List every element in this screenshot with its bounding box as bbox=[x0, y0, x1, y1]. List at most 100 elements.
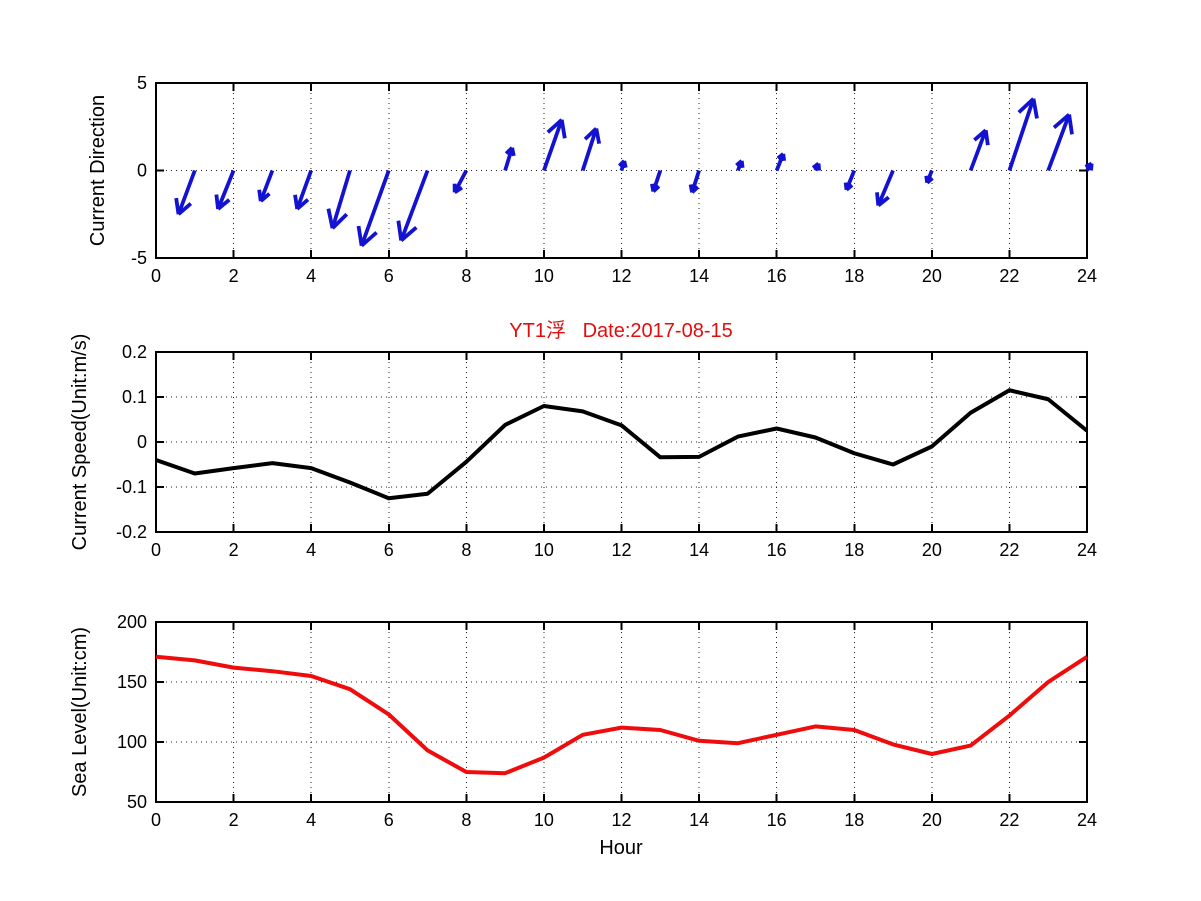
arrow-segment bbox=[1007, 98, 1036, 172]
arrow-segment bbox=[781, 153, 787, 162]
arrow-segment bbox=[510, 147, 516, 157]
x-tick-label: 16 bbox=[767, 266, 787, 286]
x-tick-label: 10 bbox=[534, 540, 554, 560]
x-tick-label: 2 bbox=[229, 810, 239, 830]
x-tick-label: 6 bbox=[384, 266, 394, 286]
x-tick-label: 18 bbox=[844, 266, 864, 286]
current-speed-plot-area: 0 2 4 6 8 10 12 14 16 18 20 22 24-0.2-0.100.10.2 bbox=[116, 342, 1097, 560]
current-direction-arrow bbox=[503, 146, 516, 172]
x-tick-label: 2 bbox=[229, 540, 239, 560]
arrow-segment bbox=[356, 225, 364, 247]
current-direction-arrow bbox=[924, 169, 934, 185]
x-tick-label: 20 bbox=[922, 540, 942, 560]
arrow-segment bbox=[559, 119, 567, 139]
current-direction-arrow bbox=[811, 161, 822, 172]
current-direction-arrow bbox=[396, 169, 430, 242]
current-direction-arrow bbox=[617, 159, 628, 172]
y-axis-label-current-direction: Current Direction bbox=[87, 95, 109, 246]
x-tick-label: 0 bbox=[151, 540, 161, 560]
arrow-segment bbox=[546, 118, 564, 134]
arrow-segment bbox=[326, 208, 335, 229]
arrow-segment bbox=[968, 129, 988, 172]
x-tick-label: 18 bbox=[844, 540, 864, 560]
y-tick-label: -0.1 bbox=[116, 477, 147, 497]
current-direction-arrow bbox=[257, 169, 275, 203]
x-tick-label: 6 bbox=[384, 540, 394, 560]
current-direction-arrow bbox=[214, 169, 236, 211]
arrow-segment bbox=[580, 127, 599, 172]
x-tick-label: 10 bbox=[534, 266, 554, 286]
x-tick-label: 4 bbox=[306, 810, 316, 830]
x-tick-label: 12 bbox=[611, 540, 631, 560]
x-tick-label: 14 bbox=[689, 810, 709, 830]
arrow-segment bbox=[875, 192, 881, 206]
current-direction-arrow bbox=[174, 169, 197, 216]
arrow-segment bbox=[622, 160, 628, 169]
current-direction-arrow bbox=[452, 169, 469, 194]
y-axis-label-sea-level: Sea Level(Unit:cm) bbox=[69, 627, 91, 797]
arrow-segment bbox=[594, 128, 602, 145]
x-tick-label: 4 bbox=[306, 540, 316, 560]
arrow-segment bbox=[399, 226, 418, 242]
arrow-segment bbox=[257, 189, 263, 202]
y-tick-label: -0.2 bbox=[116, 522, 147, 542]
current-direction-arrow bbox=[968, 128, 990, 172]
x-tick-label: 18 bbox=[844, 810, 864, 830]
x-tick-label: 20 bbox=[922, 810, 942, 830]
x-tick-label: 12 bbox=[611, 266, 631, 286]
arrow-segment bbox=[1031, 98, 1039, 119]
x-tick-label: 4 bbox=[306, 266, 316, 286]
y-tick-label: 100 bbox=[117, 732, 147, 752]
arrow-segment bbox=[176, 169, 197, 215]
x-tick-label: 8 bbox=[461, 540, 471, 560]
y-tick-label: 50 bbox=[127, 792, 147, 812]
current-speed-line bbox=[155, 388, 1089, 501]
current-direction-arrow bbox=[875, 169, 895, 207]
current-direction-arrow bbox=[293, 169, 313, 211]
subplot-current-speed: 0 2 4 6 8 10 12 14 16 18 20 22 24-0.2-0.100.10.2 YT1… bbox=[69, 319, 1097, 560]
x-tick-label: 22 bbox=[999, 810, 1019, 830]
y-tick-label: 0.1 bbox=[122, 387, 147, 407]
arrow-segment bbox=[503, 147, 514, 172]
arrow-segment bbox=[216, 198, 231, 211]
current-direction-arrow bbox=[843, 169, 857, 192]
arrow-segment bbox=[983, 129, 990, 146]
current-direction-arrow bbox=[356, 169, 391, 248]
figure-title: YT1浮 Date:2017-08-15 bbox=[509, 319, 732, 342]
arrow-segment bbox=[258, 169, 275, 202]
arrow-segment bbox=[396, 220, 404, 241]
x-tick-label: 0 bbox=[151, 266, 161, 286]
y-axis-label-current-speed: Current Speed(Unit:m/s) bbox=[69, 334, 91, 551]
y-tick-label: 150 bbox=[117, 672, 147, 692]
arrow-segment bbox=[542, 119, 564, 172]
y-tick-label: 0 bbox=[137, 432, 147, 452]
x-tick-label: 12 bbox=[611, 810, 631, 830]
current-direction-arrow bbox=[650, 169, 663, 193]
x-tick-label: 0 bbox=[151, 810, 161, 830]
arrow-segment bbox=[1067, 114, 1074, 135]
x-tick-label: 8 bbox=[461, 810, 471, 830]
arrow-segment bbox=[214, 194, 220, 210]
arrow-segment bbox=[973, 128, 987, 142]
arrow-segment bbox=[453, 169, 469, 194]
x-tick-label: 24 bbox=[1077, 266, 1097, 286]
arrow-segment bbox=[650, 183, 656, 192]
arrow-segment bbox=[295, 198, 310, 211]
arrow-segment bbox=[1089, 163, 1094, 171]
arrow-segment bbox=[177, 202, 193, 216]
arrow-segment bbox=[843, 182, 849, 190]
y-tick-label: 0.2 bbox=[122, 342, 147, 362]
arrow-segment bbox=[816, 163, 822, 171]
arrow-segment bbox=[876, 169, 895, 207]
x-tick-label: 6 bbox=[384, 810, 394, 830]
y-tick-label: 200 bbox=[117, 612, 147, 632]
arrow-segment bbox=[1046, 113, 1071, 172]
current-direction-arrow bbox=[580, 127, 602, 172]
x-tick-label: 24 bbox=[1077, 540, 1097, 560]
arrow-segment bbox=[174, 197, 181, 215]
y-tick-label: 5 bbox=[137, 73, 147, 93]
x-tick-label: 22 bbox=[999, 540, 1019, 560]
